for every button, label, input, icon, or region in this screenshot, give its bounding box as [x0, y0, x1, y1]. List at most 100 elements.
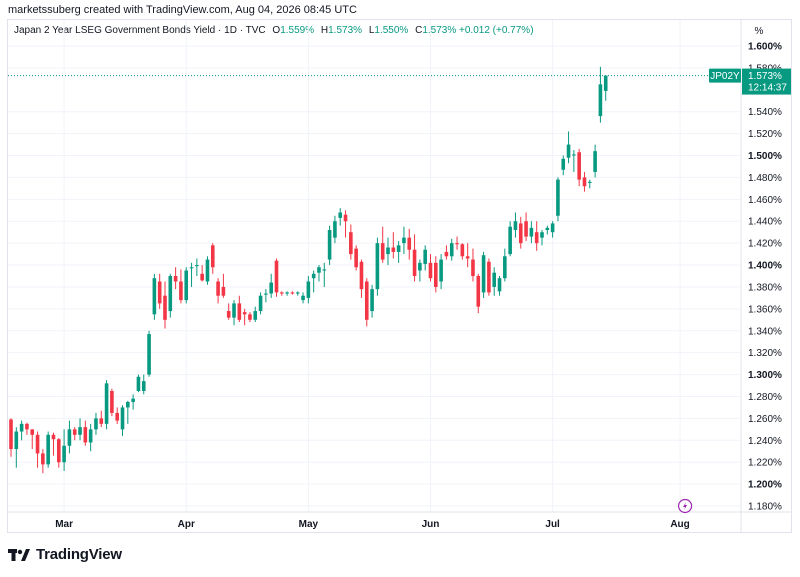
candle-body: [550, 223, 555, 233]
candle-body: [67, 429, 72, 446]
y-tick-label: 1.380%: [748, 282, 782, 293]
x-tick-label: Mar: [55, 519, 73, 530]
candle-body: [99, 418, 104, 424]
x-tick-label: Aug: [670, 519, 689, 530]
close-label: C: [415, 25, 423, 36]
candle-body: [110, 391, 114, 413]
candle-body: [35, 434, 40, 454]
candle-body: [407, 237, 412, 250]
candle-body: [534, 232, 539, 244]
symbol-title[interactable]: Japan 2 Year LSEG Government Bonds Yield…: [14, 25, 266, 36]
candle-body: [577, 152, 581, 180]
candle-body: [306, 281, 311, 298]
candle-body: [221, 286, 226, 296]
candle-body: [30, 429, 35, 435]
candle-body: [115, 412, 119, 421]
candle-body: [396, 245, 401, 252]
candle-body: [232, 303, 236, 318]
candle-body: [338, 212, 343, 218]
candle-body: [545, 227, 550, 230]
candle-body: [603, 75, 608, 91]
percent-scale-button[interactable]: %: [754, 26, 764, 37]
candle-body: [460, 244, 465, 257]
candle-body: [386, 247, 390, 255]
candle-body: [566, 144, 571, 158]
candle-body: [418, 262, 422, 271]
y-tick-label: 1.340%: [748, 326, 782, 337]
candle-body: [487, 261, 491, 293]
candle-body: [301, 295, 305, 301]
last-price-label: 1.573%: [748, 71, 782, 82]
candle-body: [210, 245, 215, 268]
y-tick-label: 1.480%: [748, 173, 782, 184]
y-tick-label: 1.500%: [748, 151, 782, 162]
candle-body: [248, 314, 252, 320]
candle-body: [402, 237, 406, 244]
candle-body: [173, 276, 178, 282]
low-label: L: [368, 25, 375, 36]
candle-body: [19, 423, 24, 432]
open-value: 1.559%: [280, 25, 315, 36]
candle-body: [290, 292, 295, 294]
candle-body: [285, 292, 289, 294]
brand-name: TradingView: [36, 546, 122, 563]
candle-body: [25, 423, 29, 430]
candle-body: [216, 281, 220, 296]
candle-body: [370, 289, 374, 312]
candle-body: [147, 334, 151, 375]
candle-body: [412, 249, 417, 276]
candle-body: [41, 453, 45, 465]
candle-body: [46, 434, 50, 465]
x-tick-label: Apr: [178, 519, 195, 530]
candle-body: [380, 243, 385, 260]
candle-body: [465, 256, 470, 259]
candle-body: [179, 281, 183, 301]
candle-body: [540, 232, 544, 238]
candle-body: [120, 407, 125, 430]
y-tick-label: 1.600%: [748, 42, 782, 53]
y-tick-label: 1.540%: [748, 107, 782, 118]
candle-body: [476, 276, 481, 307]
candle-body: [242, 312, 247, 315]
y-tick-label: 1.240%: [748, 436, 782, 447]
candle-body: [205, 259, 210, 282]
candle-body: [141, 381, 146, 391]
chart-frame: [7, 19, 792, 533]
tradingview-brand[interactable]: TradingView: [8, 546, 122, 563]
candle-body: [524, 221, 528, 237]
y-tick-label: 1.260%: [748, 414, 782, 425]
candle-body: [104, 383, 109, 424]
candle-body: [556, 179, 560, 216]
candle-body: [375, 243, 380, 290]
candle-body: [280, 292, 284, 294]
candle-body: [455, 243, 459, 245]
candle-body: [587, 181, 592, 183]
candle-body: [444, 251, 449, 257]
candle-body: [327, 230, 332, 260]
candle-body: [184, 270, 189, 301]
candle-body: [492, 272, 497, 287]
candle-body: [295, 292, 300, 294]
candle-body: [126, 401, 130, 408]
candle-body: [513, 221, 518, 230]
low-value: 1.550%: [374, 25, 409, 36]
candle-body: [582, 177, 587, 187]
candle-body: [354, 248, 358, 268]
candle-body: [168, 276, 173, 312]
y-tick-label: 1.400%: [748, 261, 782, 272]
candle-body: [237, 303, 242, 320]
candle-body: [274, 260, 279, 293]
y-tick-label: 1.440%: [748, 217, 782, 228]
candle-body: [157, 281, 162, 304]
candle-body: [423, 249, 427, 264]
candle-body: [439, 259, 443, 282]
high-value: 1.573%: [328, 25, 363, 36]
candle-body: [572, 154, 576, 156]
candle-body: [449, 243, 454, 257]
candle-body: [593, 151, 597, 172]
candle-body: [311, 273, 316, 279]
y-tick-label: 1.300%: [748, 370, 782, 381]
tradingview-logo-icon: [8, 548, 30, 561]
creator-line: marketssuberg created with TradingView.c…: [8, 4, 357, 16]
